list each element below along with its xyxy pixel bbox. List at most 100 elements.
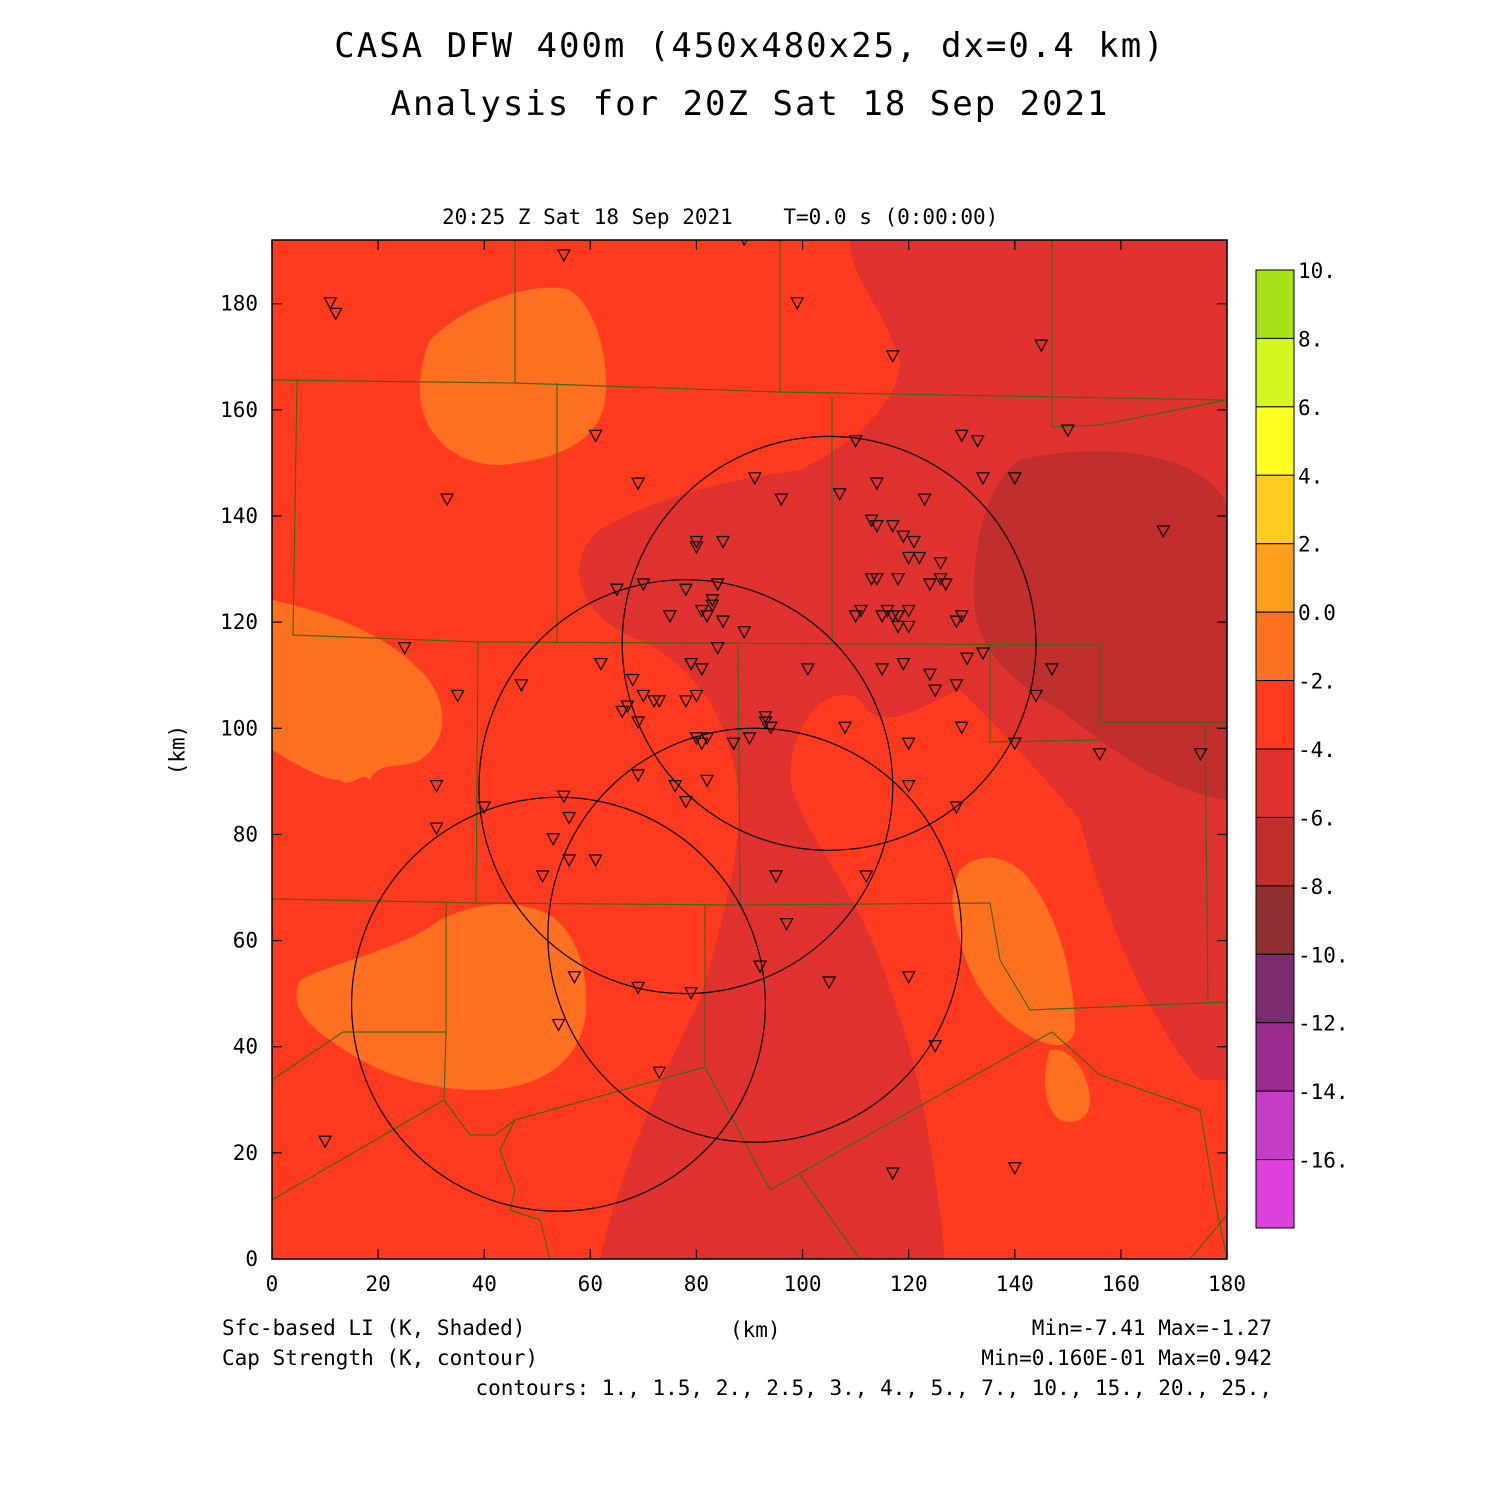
station-marker (859, 870, 874, 884)
station-marker (1044, 663, 1059, 677)
li-region-orange-southwest (296, 904, 587, 1090)
station-marker (1156, 525, 1171, 539)
cap-strength-contours (350, 435, 1037, 1212)
colorbar-swatch (1255, 543, 1295, 613)
station-marker (885, 350, 900, 364)
station-marker (800, 663, 815, 677)
station-marker (710, 642, 725, 655)
station-marker (615, 705, 630, 719)
station-marker (896, 530, 911, 544)
station-marker (1007, 1162, 1022, 1176)
station-marker (678, 795, 693, 809)
x-tick-label: 120 (890, 1272, 928, 1296)
station-marker (1060, 424, 1075, 438)
station-marker (928, 684, 943, 698)
cap-contour-ring-2 (547, 727, 963, 1143)
station-marker (694, 663, 709, 677)
station-marker (609, 583, 624, 597)
chart-subtitle: Analysis for 20Z Sat 18 Sep 2021 (390, 84, 1110, 124)
station-marker (928, 1040, 943, 1053)
station-marker (588, 429, 603, 443)
station-marker (938, 578, 953, 592)
colorbar-label: -8. (1298, 875, 1336, 899)
station-marker (869, 477, 884, 491)
station-marker (901, 737, 916, 751)
station-marker (636, 689, 651, 703)
y-tick-label: 120 (220, 610, 258, 634)
station-marker (567, 971, 582, 984)
county-boundaries (272, 240, 1227, 1259)
station-marker (1193, 748, 1208, 762)
colorbar-swatch (1255, 474, 1295, 545)
station-marker (885, 519, 900, 533)
colorbar: 10. 8. 6. 4. 2. 0.0 -2. -4. -6. -8. -10. -12. -14. -1… (1255, 259, 1349, 1229)
colorbar-swatch (1255, 953, 1295, 1024)
station-marker (896, 657, 911, 671)
station-marker (891, 610, 906, 624)
cap-contour-ring-0 (621, 435, 1037, 851)
station-marker (694, 737, 709, 751)
x-axis: 0 20 40 60 80 100 120 140 160 180 (266, 240, 1246, 1296)
colorbar-swatch (1255, 680, 1295, 750)
station-marker (477, 801, 492, 815)
x-tick-label: 160 (1102, 1272, 1140, 1296)
station-marker (715, 615, 730, 629)
y-tick-label: 140 (220, 504, 258, 528)
station-marker (753, 960, 768, 974)
colorbar-label: 8. (1298, 327, 1323, 351)
colorbar-swatch (1255, 337, 1295, 408)
station-marker (769, 870, 784, 884)
y-axis: 0 20 40 60 80 100 120 140 160 180 (220, 292, 1227, 1271)
station-marker (901, 620, 916, 634)
station-marker (901, 604, 916, 618)
colorbar-swatch (1255, 611, 1295, 682)
x-axis-label: (km) (730, 1318, 781, 1342)
station-marker (450, 689, 465, 703)
station-marker (970, 435, 985, 448)
station-marker (652, 695, 667, 708)
li-region-orange-west (272, 600, 443, 783)
station-marker (551, 1018, 566, 1032)
station-marker (678, 695, 693, 708)
station-marker (949, 801, 964, 815)
y-tick-label: 60 (233, 929, 258, 953)
station-marker (620, 700, 635, 714)
station-marker (906, 535, 921, 549)
cap-contour-ring-1 (478, 579, 894, 995)
station-marker (662, 610, 677, 624)
station-marker (440, 493, 455, 507)
station-marker (891, 573, 906, 586)
station-marker (763, 721, 778, 735)
y-axis-label: (km) (165, 724, 190, 776)
station-marker (875, 610, 890, 624)
station-marker (737, 626, 752, 639)
station-marker (625, 673, 640, 687)
station-marker (774, 493, 789, 507)
colorbar-label: 2. (1298, 533, 1323, 557)
colorbar-swatch (1255, 748, 1295, 818)
colorbar-label: -14. (1298, 1080, 1349, 1104)
station-marker (912, 551, 927, 565)
station-marker (546, 833, 561, 846)
colorbar-swatch (1255, 885, 1295, 955)
x-tick-label: 60 (578, 1272, 603, 1296)
colorbar-swatch (1255, 406, 1295, 476)
colorbar-swatch (1255, 1159, 1295, 1229)
station-marker (652, 1066, 667, 1080)
station-marker (901, 971, 916, 984)
colorbar-label: -4. (1298, 738, 1336, 762)
station-marker (960, 652, 975, 666)
station-marker (779, 918, 794, 931)
station-marker (429, 780, 444, 793)
x-tick-label: 180 (1208, 1272, 1246, 1296)
colorbar-label: 4. (1298, 464, 1323, 488)
station-marker (848, 435, 863, 448)
x-tick-label: 0 (266, 1272, 279, 1296)
station-marker (631, 716, 646, 730)
x-tick-label: 20 (365, 1272, 390, 1296)
x-tick-label: 80 (684, 1272, 709, 1296)
station-marker (901, 780, 916, 793)
station-marker (514, 679, 529, 693)
colorbar-swatch (1255, 816, 1295, 887)
